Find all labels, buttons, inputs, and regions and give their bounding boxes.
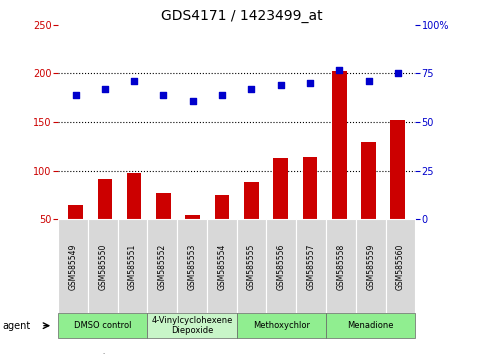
Point (189, 98, 197, 103)
Text: GSM585554: GSM585554 (217, 243, 226, 290)
Bar (68, 205, 83, 268)
Point (247, 86, 255, 92)
Point (394, 70, 402, 76)
Text: GDS4171 / 1423499_at: GDS4171 / 1423499_at (161, 9, 322, 23)
Bar (98, 178, 112, 268)
Point (159, 92, 167, 98)
Bar (390, 120, 405, 268)
Text: GSM585551: GSM585551 (128, 243, 137, 290)
Text: DMSO control: DMSO control (74, 321, 131, 330)
Point (130, 78, 138, 84)
Bar (332, 70, 346, 268)
Text: GSM585552: GSM585552 (158, 243, 167, 290)
Text: GSM585559: GSM585559 (366, 243, 375, 290)
Text: GSM585555: GSM585555 (247, 243, 256, 290)
Bar (156, 193, 171, 268)
Bar (185, 215, 200, 268)
Text: Methoxychlor: Methoxychlor (253, 321, 310, 330)
Point (71, 92, 79, 98)
Text: agent: agent (2, 321, 30, 331)
Bar (244, 183, 258, 268)
Bar (127, 173, 142, 268)
Point (277, 82, 284, 88)
Text: GSM585550: GSM585550 (98, 243, 107, 290)
Text: 4-Vinylcyclohexene
Diepoxide: 4-Vinylcyclohexene Diepoxide (151, 316, 233, 335)
Bar (302, 157, 317, 268)
Bar (215, 195, 229, 268)
Point (101, 86, 109, 92)
Point (365, 78, 372, 84)
Point (306, 80, 314, 86)
Text: GSM585556: GSM585556 (277, 243, 286, 290)
Text: Menadione: Menadione (347, 321, 394, 330)
Bar (361, 142, 376, 268)
Text: GSM585558: GSM585558 (337, 243, 345, 290)
Text: GSM585553: GSM585553 (187, 243, 197, 290)
Point (218, 92, 226, 98)
Bar (273, 158, 288, 268)
Text: GSM585560: GSM585560 (396, 243, 405, 290)
Text: ■: ■ (63, 353, 72, 354)
Text: GSM585549: GSM585549 (69, 243, 77, 290)
Text: GSM585557: GSM585557 (307, 243, 315, 290)
Point (335, 67, 343, 72)
Text: count: count (80, 353, 107, 354)
